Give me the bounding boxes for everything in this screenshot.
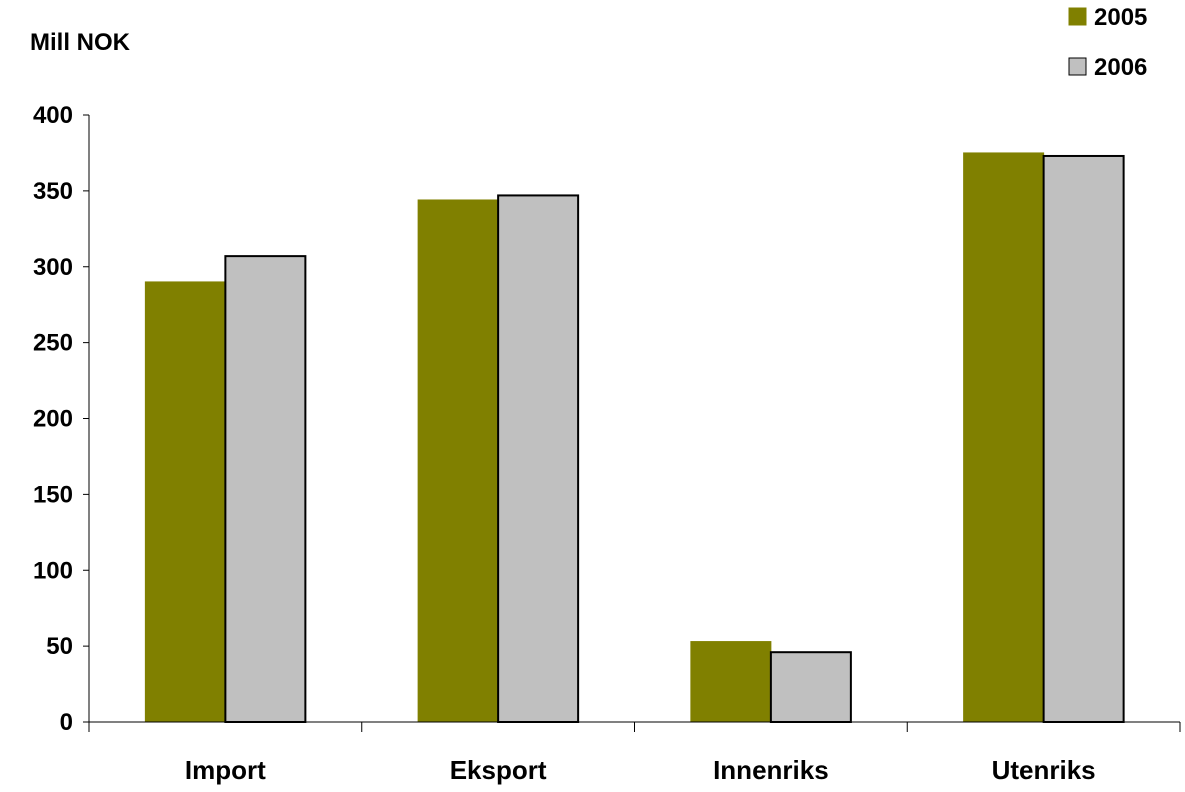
y-tick-label: 50 bbox=[46, 633, 73, 660]
legend-label-2006: 2006 bbox=[1094, 54, 1147, 81]
bar-2006-innenriks bbox=[769, 651, 852, 724]
legend: 2005 2006 bbox=[1068, 4, 1147, 81]
y-tick-label: 100 bbox=[33, 557, 73, 584]
x-tick-label: Utenriks bbox=[992, 755, 1096, 785]
axes bbox=[83, 114, 1181, 732]
y-tick-label: 200 bbox=[33, 406, 73, 433]
x-tick-label: Innenriks bbox=[713, 755, 829, 785]
bars bbox=[144, 152, 1125, 724]
legend-swatch-2005 bbox=[1068, 7, 1087, 26]
bar-2005-eksport bbox=[417, 199, 499, 723]
y-tick-label: 400 bbox=[33, 102, 73, 129]
y-tick-label: 0 bbox=[60, 709, 73, 736]
bar-2005-innenriks bbox=[690, 641, 772, 723]
y-tick-label: 300 bbox=[33, 254, 73, 281]
y-tick-label: 250 bbox=[33, 330, 73, 357]
legend-label-2005: 2005 bbox=[1094, 4, 1147, 31]
y-tick-label: 150 bbox=[33, 481, 73, 508]
x-tick-label: Import bbox=[185, 755, 266, 785]
y-axis-label: Mill NOK bbox=[30, 29, 131, 56]
bar-2005-utenriks bbox=[963, 152, 1045, 723]
x-tick-label: Eksport bbox=[450, 755, 547, 785]
y-tick-label: 350 bbox=[33, 178, 73, 205]
x-tick-labels: Import Eksport Innenriks Utenriks bbox=[185, 755, 1096, 785]
bar-2006-import bbox=[224, 255, 307, 723]
bar-2006-eksport bbox=[497, 194, 580, 724]
legend-swatch-2006 bbox=[1068, 57, 1087, 76]
bar-2006-utenriks bbox=[1042, 154, 1125, 724]
bar-2005-import bbox=[144, 281, 226, 723]
y-tick-labels: 0 50 100 150 200 250 300 350 400 bbox=[33, 102, 73, 736]
